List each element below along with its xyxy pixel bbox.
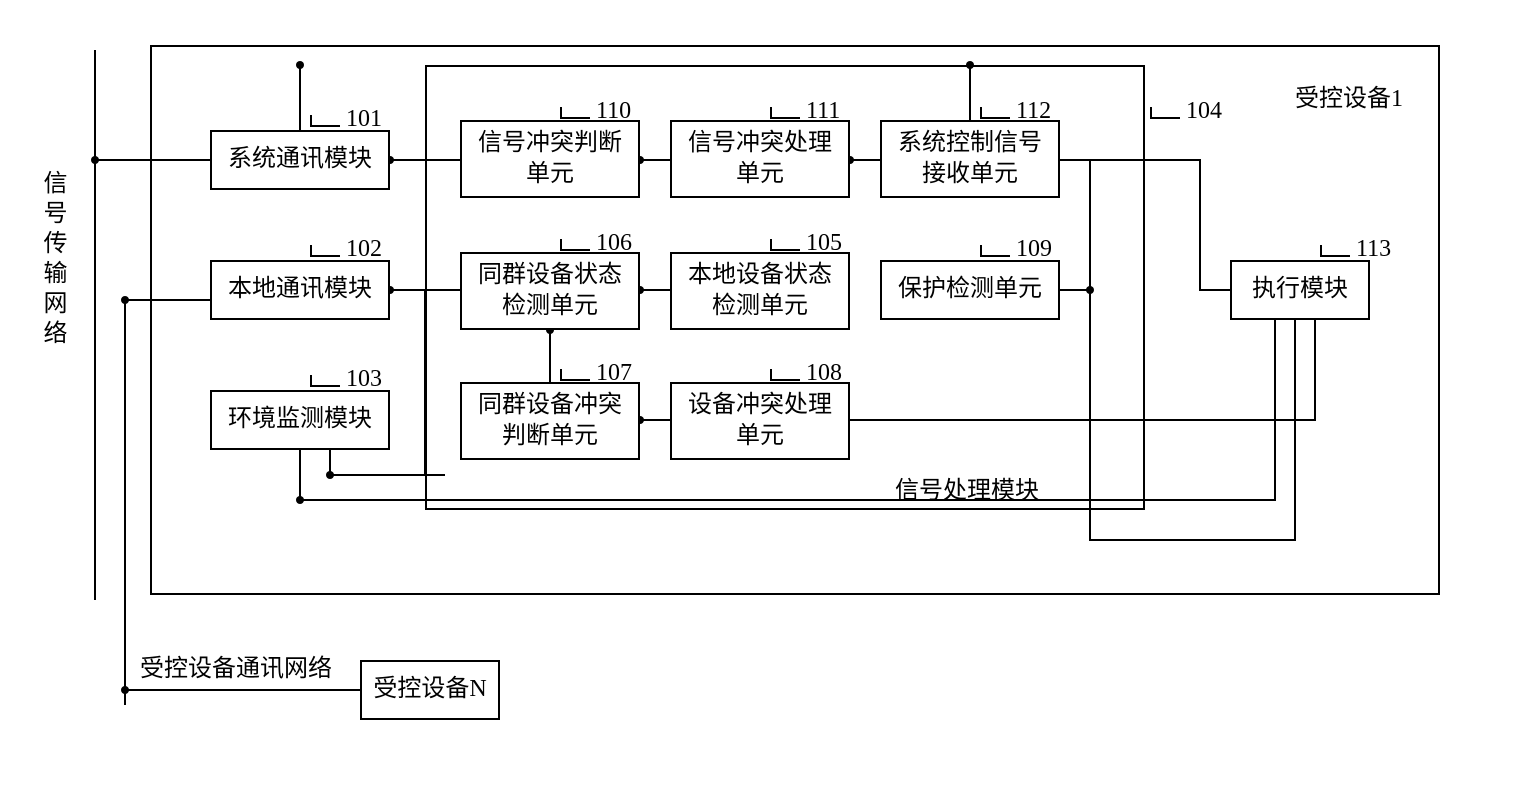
sidebar-label: 信号传输网络 <box>35 170 70 350</box>
node-105: 本地设备状态 检测单元 <box>670 252 850 330</box>
tag-104: 104 <box>1150 92 1222 119</box>
tag-107: 107 <box>560 354 632 381</box>
node-113: 执行模块 <box>1230 260 1370 320</box>
tag-109: 109 <box>980 230 1052 257</box>
node-103: 环境监测模块 <box>210 390 390 450</box>
node-106: 同群设备状态 检测单元 <box>460 252 640 330</box>
node-110: 信号冲突判断 单元 <box>460 120 640 198</box>
sigproc-label: 信号处理模块 <box>895 470 1039 505</box>
node-102: 本地通讯模块 <box>210 260 390 320</box>
tag-110: 110 <box>560 92 631 119</box>
tag-108: 108 <box>770 354 842 381</box>
tag-106: 106 <box>560 224 632 251</box>
tag-103: 103 <box>310 360 382 387</box>
node-111: 信号冲突处理 单元 <box>670 120 850 198</box>
node-107: 同群设备冲突 判断单元 <box>460 382 640 460</box>
tag-102: 102 <box>310 230 382 257</box>
tag-112: 112 <box>980 92 1051 119</box>
tag-111: 111 <box>770 92 840 119</box>
node-108: 设备冲突处理 单元 <box>670 382 850 460</box>
node-101: 系统通讯模块 <box>210 130 390 190</box>
tag-105: 105 <box>770 224 842 251</box>
tag-101: 101 <box>310 100 382 127</box>
node-112: 系统控制信号 接收单元 <box>880 120 1060 198</box>
device1-label: 受控设备1 <box>1295 78 1403 113</box>
node-109: 保护检测单元 <box>880 260 1060 320</box>
tag-113: 113 <box>1320 230 1391 257</box>
node-nN: 受控设备N <box>360 660 500 720</box>
device-network-label: 受控设备通讯网络 <box>140 648 332 683</box>
